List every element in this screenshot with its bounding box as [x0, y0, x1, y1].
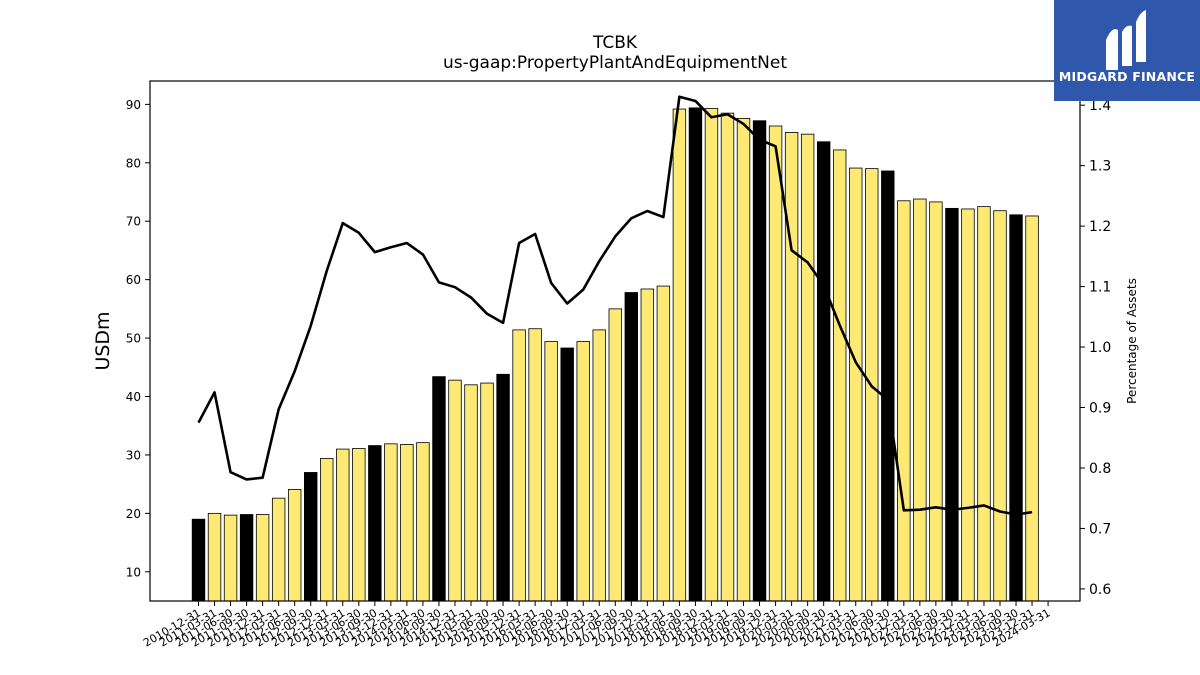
- bar: [560, 347, 574, 602]
- right-axis: 0.6 0.7 0.8 0.9 1.0 1.1 1.2 1.3 1.4: [1080, 98, 1111, 598]
- bar: [432, 376, 446, 602]
- y-tick-label: 80: [126, 156, 141, 170]
- bar: [239, 514, 254, 602]
- bar: [1009, 214, 1023, 602]
- bar: [640, 288, 655, 602]
- bar: [800, 133, 815, 602]
- y2-axis-label: Percentage of Assets: [1125, 278, 1139, 404]
- bar: [1025, 215, 1039, 602]
- bar: [704, 108, 719, 602]
- y-tick-label: 50: [126, 332, 141, 346]
- bar: [993, 210, 1007, 602]
- logo-text: MIDGARD FINANCE: [1058, 69, 1196, 84]
- y2-tick-label: 1.4: [1089, 98, 1111, 114]
- bar: [784, 132, 799, 602]
- bar: [223, 514, 238, 602]
- y-axis-label: USDm: [92, 311, 114, 370]
- y-tick-label: 90: [126, 98, 141, 112]
- bar: [592, 329, 606, 602]
- y2-tick-label: 1.2: [1089, 219, 1111, 235]
- y-tick-label: 70: [126, 215, 141, 229]
- y2-tick-label: 0.7: [1089, 521, 1111, 537]
- bar: [352, 448, 366, 602]
- y2-tick-label: 1.0: [1089, 340, 1111, 356]
- bar: [528, 328, 542, 602]
- bar: [416, 442, 430, 602]
- y2-tick-label: 0.8: [1089, 461, 1111, 477]
- bar: [576, 341, 590, 602]
- bar: [448, 379, 462, 602]
- bar: [929, 201, 943, 602]
- bar: [480, 382, 494, 602]
- bar: [768, 125, 783, 602]
- bar: [304, 472, 318, 602]
- y2-tick-label: 1.3: [1089, 159, 1111, 175]
- bar: [672, 108, 687, 602]
- bar: [897, 200, 911, 602]
- bar: [255, 514, 270, 602]
- y-tick-label: 30: [126, 448, 141, 462]
- bar: [688, 107, 703, 602]
- bar: [336, 448, 350, 602]
- bar: [913, 198, 927, 602]
- y-tick-label: 40: [126, 390, 141, 404]
- y2-tick-label: 0.9: [1089, 401, 1111, 417]
- bar: [512, 329, 526, 602]
- bar: [368, 445, 382, 602]
- y2-tick-label: 0.6: [1089, 582, 1111, 598]
- x-axis: 2010-12-312011-03-312011-06-302011-09-30…: [141, 601, 1053, 650]
- y-tick-label: 10: [126, 565, 141, 579]
- bar: [287, 488, 302, 602]
- bar: [849, 167, 863, 602]
- midgard-finance-logo: MIDGARD FINANCE: [1054, 0, 1200, 101]
- bar: [977, 206, 991, 602]
- bar: [945, 207, 959, 602]
- bar: [816, 141, 831, 602]
- chart-subtitle: us-gaap:PropertyPlantAndEquipmentNet: [443, 53, 787, 73]
- logo-mark-icon: [1106, 10, 1146, 70]
- bar: [833, 149, 847, 602]
- y-tick-label: 20: [126, 507, 141, 521]
- bars-group: [191, 107, 1039, 602]
- bar: [881, 170, 895, 602]
- percentage-line: [197, 95, 1033, 516]
- bar: [544, 341, 558, 602]
- bar: [207, 512, 222, 602]
- bar: [464, 384, 478, 602]
- bar: [624, 292, 639, 602]
- bar: [608, 308, 622, 602]
- bar: [961, 208, 975, 602]
- y2-tick-label: 1.1: [1089, 280, 1111, 296]
- bar: [400, 444, 414, 602]
- bar: [736, 117, 751, 602]
- bar: [496, 373, 510, 602]
- chart-title: TCBK: [592, 33, 638, 53]
- bar: [191, 518, 206, 602]
- bar: [720, 112, 735, 602]
- line-group: [197, 95, 1033, 516]
- left-axis: 10 20 30 40 50 60 70 80 90: [126, 98, 150, 579]
- bar: [752, 120, 767, 602]
- bar: [320, 458, 334, 602]
- y-tick-label: 60: [126, 273, 141, 287]
- bar: [384, 443, 398, 602]
- bar: [656, 285, 671, 602]
- bar: [271, 497, 286, 602]
